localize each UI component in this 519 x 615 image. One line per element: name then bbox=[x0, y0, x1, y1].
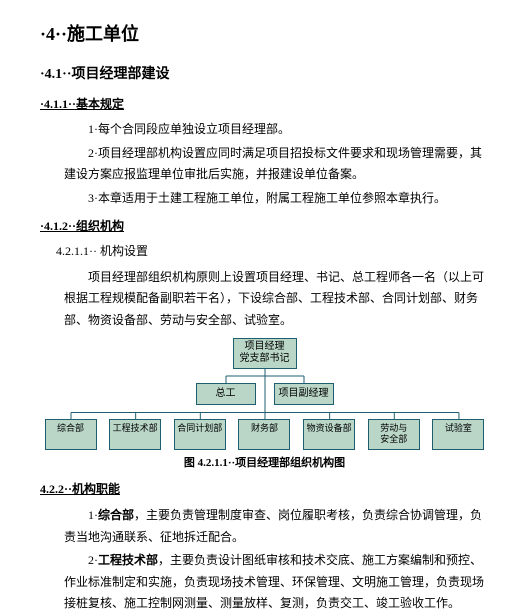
para-4-1-1-2: 2·项目经理部机构设置应同时满足项目招投标文件要求和现场管理需要，其建设方案应报… bbox=[64, 143, 489, 186]
org-node-mid-1: 项目副经理 bbox=[274, 383, 334, 406]
org-node-mid-0: 总工 bbox=[196, 383, 256, 406]
section-4-1-1-body: 1·每个合同段应单独设立项目经理部。 2·项目经理部机构设置应同时满足项目招投标… bbox=[64, 119, 489, 209]
para-4-1-1-3: 3·本章适用于土建工程施工单位，附属工程施工单位参照本章执行。 bbox=[64, 188, 489, 210]
org-node-bot-6: 试验室 bbox=[432, 419, 484, 450]
org-row-bottom: 综合部 工程技术部 合同计划部 财务部 物资设备部 劳动与安全部 试验室 bbox=[45, 419, 485, 450]
term-zonghebu: 综合部 bbox=[98, 508, 134, 522]
para-4-1-1-1: 1·每个合同段应单独设立项目经理部。 bbox=[64, 119, 489, 141]
org-chart-caption: 图 4.2.1.1··项目经理部组织机构图 bbox=[40, 454, 489, 474]
org-node-bot-1: 工程技术部 bbox=[109, 419, 161, 450]
org-node-bot-0: 综合部 bbox=[45, 419, 97, 450]
org-node-bot-4: 物资设备部 bbox=[303, 419, 355, 450]
org-chart: 项目经理党支部书记 总工 项目副经理 综合部 工程技术部 合同计划部 财务部 物… bbox=[45, 338, 485, 450]
heading-4-1: ·4.1··项目经理部建设 bbox=[40, 62, 489, 87]
heading-4-2-2: 4.2.2··机构职能 bbox=[40, 479, 489, 501]
org-node-bot-2: 合同计划部 bbox=[174, 419, 226, 450]
org-row-mid: 总工 项目副经理 bbox=[45, 383, 485, 406]
heading-4-1-1: ·4.1.1··基本规定 bbox=[40, 94, 489, 116]
org-node-top: 项目经理党支部书记 bbox=[233, 338, 297, 369]
org-node-bot-5: 劳动与安全部 bbox=[368, 419, 420, 450]
para-4-2-1-1-1: 项目经理部组织机构原则上设置项目经理、书记、总工程师各一名（以上可根据工程规模配… bbox=[64, 267, 489, 332]
term-gongchengjishubu: 工程技术部 bbox=[98, 553, 158, 567]
org-row-top: 项目经理党支部书记 bbox=[45, 338, 485, 369]
org-node-bot-3: 财务部 bbox=[238, 419, 290, 450]
section-4-2-1-1-body: 项目经理部组织机构原则上设置项目经理、书记、总工程师各一名（以上可根据工程规模配… bbox=[64, 267, 489, 332]
heading-4-1-2: ·4.1.2··组织机构 bbox=[40, 216, 489, 238]
heading-4-2-1-1: 4.2.1.1·· 机构设置 bbox=[56, 241, 489, 263]
heading-chapter: ·4··施工单位 bbox=[40, 18, 489, 50]
para-4-2-2-1: 1·综合部，主要负责管理制度审查、岗位履职考核，负责综合协调管理，负责当地沟通联… bbox=[64, 505, 489, 548]
